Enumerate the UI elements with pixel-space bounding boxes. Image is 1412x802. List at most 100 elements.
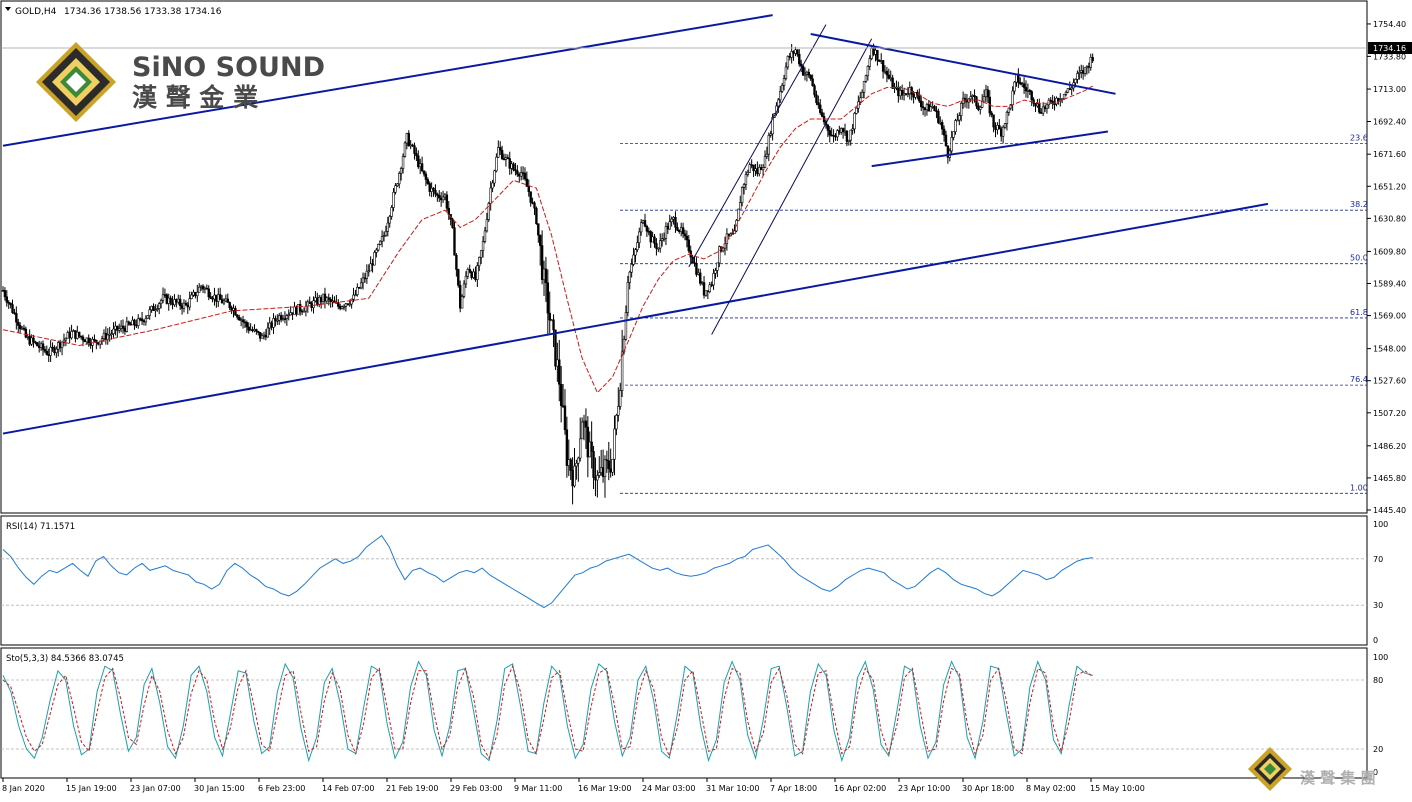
candle-body xyxy=(763,156,767,168)
fib-level-label: 23.6 xyxy=(1350,133,1368,142)
candle-body xyxy=(518,173,521,177)
candle-body xyxy=(590,441,593,452)
trend-line-channel-upper[interactable] xyxy=(2,14,773,147)
candle-body xyxy=(828,130,831,136)
candle-body xyxy=(1087,66,1091,68)
candle-body xyxy=(714,270,717,274)
candle-body xyxy=(965,100,969,103)
candle-body xyxy=(373,252,376,266)
candle-body xyxy=(929,106,932,112)
candle-body xyxy=(836,130,839,138)
candle-body xyxy=(287,314,290,317)
candle-body xyxy=(276,319,279,322)
candle-body xyxy=(495,156,498,172)
candle-body xyxy=(17,321,20,326)
candle-body xyxy=(291,312,294,315)
dropdown-triangle-icon[interactable] xyxy=(5,7,11,11)
candle-body xyxy=(598,472,601,476)
candle-body xyxy=(102,332,106,339)
corner-logo: 漢 聲 集 團 xyxy=(1248,747,1376,791)
brand-name-cn: 漢 聲 金 業 xyxy=(132,83,258,112)
candle-body xyxy=(676,227,679,231)
candle-body xyxy=(83,339,87,343)
candle-body xyxy=(493,170,496,184)
candle-body xyxy=(304,305,308,312)
candle-body xyxy=(525,178,529,187)
candle-body xyxy=(883,70,887,73)
candle-body xyxy=(66,332,69,339)
candle-body xyxy=(1080,70,1083,73)
candle-body xyxy=(716,262,719,271)
candle-body xyxy=(409,144,412,147)
candle-body xyxy=(428,183,431,192)
candle-body xyxy=(356,287,359,296)
candle-body xyxy=(396,183,399,186)
trend-line-triangle-upper[interactable] xyxy=(810,33,1116,95)
candle-body xyxy=(569,459,572,471)
candle-body xyxy=(7,301,10,304)
candle-body xyxy=(198,286,201,293)
candle-body xyxy=(319,297,323,302)
candle-body xyxy=(1030,91,1033,101)
candle-body xyxy=(497,147,500,158)
candle-body xyxy=(119,325,123,329)
candle-body xyxy=(611,458,614,473)
candle-body xyxy=(476,265,479,280)
trend-line-triangle-lower[interactable] xyxy=(871,130,1109,168)
candle-body xyxy=(558,359,561,385)
candle-body xyxy=(350,298,353,305)
candle-body xyxy=(344,303,348,307)
candle-body xyxy=(1064,91,1068,95)
candle-body xyxy=(546,282,550,314)
candle-body xyxy=(899,90,902,97)
candle-body xyxy=(559,384,563,407)
candle-body xyxy=(977,105,980,110)
candle-body xyxy=(889,77,892,80)
candle-body xyxy=(32,337,35,343)
candle-body xyxy=(238,316,241,321)
candle-body xyxy=(268,322,271,329)
candle-body xyxy=(859,97,862,103)
price-axis-label: 1609.80 xyxy=(1373,247,1406,256)
candle-body xyxy=(272,318,275,328)
candle-body xyxy=(1074,79,1077,84)
time-axis-label: 8 May 02:00 xyxy=(1026,784,1076,793)
candle-body xyxy=(832,134,835,137)
candle-body xyxy=(245,322,249,328)
candle-body xyxy=(942,128,946,136)
candle-body xyxy=(580,421,584,440)
trend-line-steep-channel-b[interactable] xyxy=(711,38,873,335)
candle-body xyxy=(678,230,681,233)
candle-body xyxy=(992,114,995,128)
candle-body xyxy=(506,157,510,159)
candle-body xyxy=(47,354,50,356)
fib-level-label: 76.4 xyxy=(1350,375,1368,384)
candle-body xyxy=(434,189,437,195)
candle-body xyxy=(794,49,797,54)
candle-body xyxy=(632,254,635,265)
candle-body xyxy=(533,202,536,209)
candle-body xyxy=(984,89,988,97)
candle-body xyxy=(860,91,864,99)
price-axis-label: 1651.20 xyxy=(1373,182,1406,191)
candle-body xyxy=(845,130,849,142)
candle-body xyxy=(897,86,900,97)
candle-body xyxy=(653,236,656,244)
candle-body xyxy=(462,283,466,297)
candle-body xyxy=(1003,123,1007,128)
candle-body xyxy=(1081,70,1085,74)
candle-body xyxy=(695,263,698,275)
candle-body xyxy=(1045,104,1049,109)
candle-body xyxy=(123,328,127,332)
candle-body xyxy=(798,53,801,65)
candle-body xyxy=(674,217,677,228)
candle-body xyxy=(121,325,125,329)
candle-body xyxy=(868,58,871,67)
trend-line-channel-lower[interactable] xyxy=(2,202,1269,435)
trend-line-steep-channel-a[interactable] xyxy=(688,24,827,268)
candle-body xyxy=(1007,107,1011,113)
price-axis-label: 1589.40 xyxy=(1373,279,1406,288)
candle-body xyxy=(744,174,748,185)
candle-body xyxy=(37,345,41,348)
